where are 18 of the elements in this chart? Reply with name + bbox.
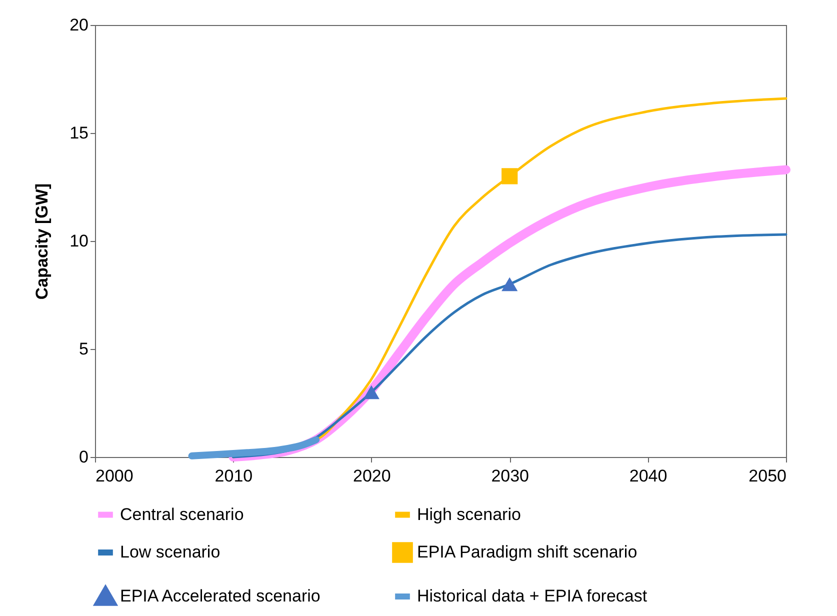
x-tick-label: 2010	[214, 466, 253, 486]
y-tick-label: 5	[79, 340, 88, 358]
y-tick-label: 20	[70, 16, 88, 34]
y-tick-label: 15	[70, 124, 88, 142]
x-tick-label: 2020	[352, 466, 391, 486]
legend-label: Central scenario	[120, 504, 244, 524]
legend-label: EPIA Accelerated scenario	[120, 586, 320, 606]
x-tick-label: 2040	[629, 466, 668, 486]
legend-label: Low scenario	[120, 542, 220, 562]
x-tick-label: 2050	[748, 466, 786, 486]
y-tick-label: 10	[70, 232, 88, 250]
legend-label: EPIA Paradigm shift scenario	[417, 542, 638, 562]
y-tick-label: 0	[79, 448, 88, 466]
legend-label: Historical data + EPIA forecast	[417, 586, 648, 606]
y-axis-title: Capacity [GW]	[32, 183, 52, 300]
x-tick-label: 2030	[491, 466, 530, 486]
x-tick-label: 2000	[96, 466, 134, 486]
legend-label: High scenario	[417, 504, 521, 524]
